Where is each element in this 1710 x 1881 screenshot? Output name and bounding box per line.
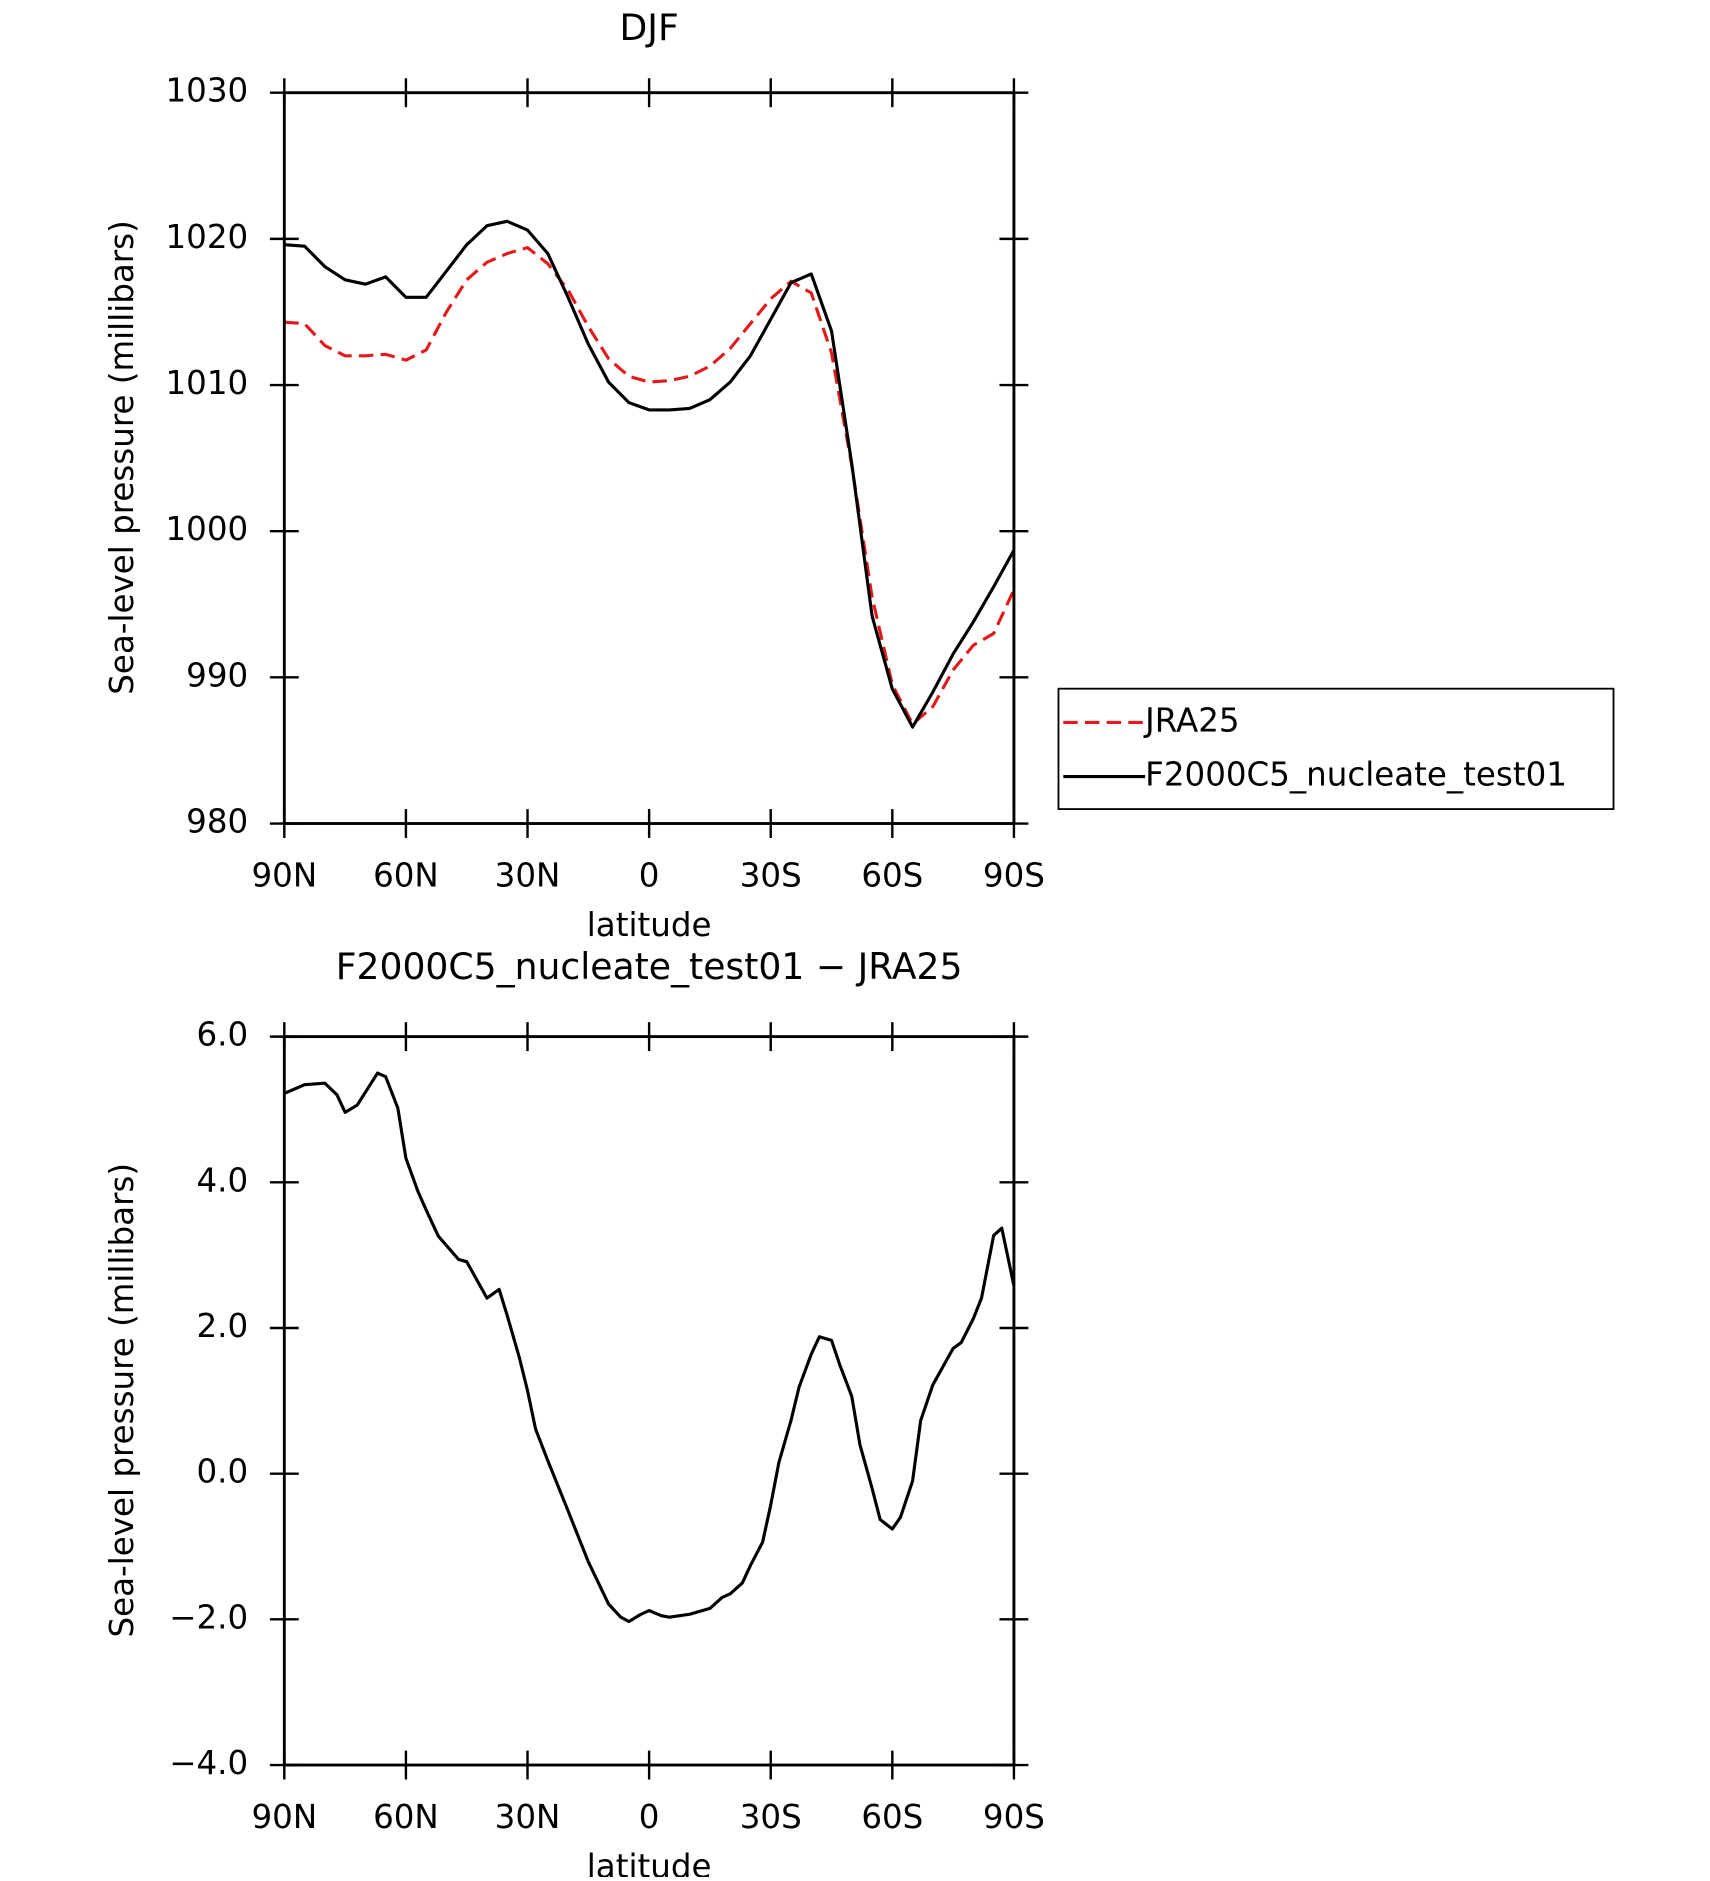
plot-frame [282,1035,1016,1767]
x-tick-label: 90S [983,1798,1045,1836]
y-tick-label: 990 [186,656,248,694]
x-tick-label: 30N [495,1798,561,1836]
y-tick-label: −2.0 [169,1598,248,1636]
chart-title: DJF [620,6,679,49]
legend-label: JRA25 [1143,701,1239,739]
y-axis-label: Sea-level pressure (millibars) [103,220,141,695]
x-axis-label: latitude [587,1848,712,1877]
plot-frame [282,91,1016,825]
x-tick-label: 30S [740,1798,802,1836]
x-tick-label: 30S [740,857,802,895]
series-line [284,246,1016,726]
y-tick-label: −4.0 [169,1744,248,1782]
x-axis-label: latitude [587,906,712,944]
x-tick-label: 60N [373,1798,439,1836]
legend-box [1057,687,1615,810]
y-tick-label: 0.0 [197,1453,249,1491]
x-tick-label: 60S [861,1798,923,1836]
y-tick-label: 1010 [165,364,248,402]
legend-label: F2000C5_nucleate_test01 [1145,756,1567,794]
y-tick-label: 6.0 [197,1016,249,1054]
x-tick-label: 30N [495,857,561,895]
y-axis-label: Sea-level pressure (millibars) [103,1163,141,1638]
x-tick-label: 60N [373,857,439,895]
series-line [283,1071,1016,1624]
y-tick-label: 1000 [165,510,248,548]
x-tick-label: 0 [639,1798,660,1836]
y-tick-label: 2.0 [197,1307,249,1345]
x-tick-label: 90S [983,857,1045,895]
y-tick-label: 1030 [165,72,248,110]
y-tick-label: 1020 [165,218,248,256]
x-tick-label: 0 [639,857,660,895]
x-tick-label: 90N [251,857,317,895]
x-tick-label: 90N [251,1798,317,1836]
series-line [284,219,1016,729]
x-tick-label: 60S [861,857,923,895]
chart-title: F2000C5_nucleate_test01 − JRA25 [336,945,963,988]
y-tick-label: 4.0 [197,1161,249,1199]
y-tick-label: 980 [186,803,248,841]
